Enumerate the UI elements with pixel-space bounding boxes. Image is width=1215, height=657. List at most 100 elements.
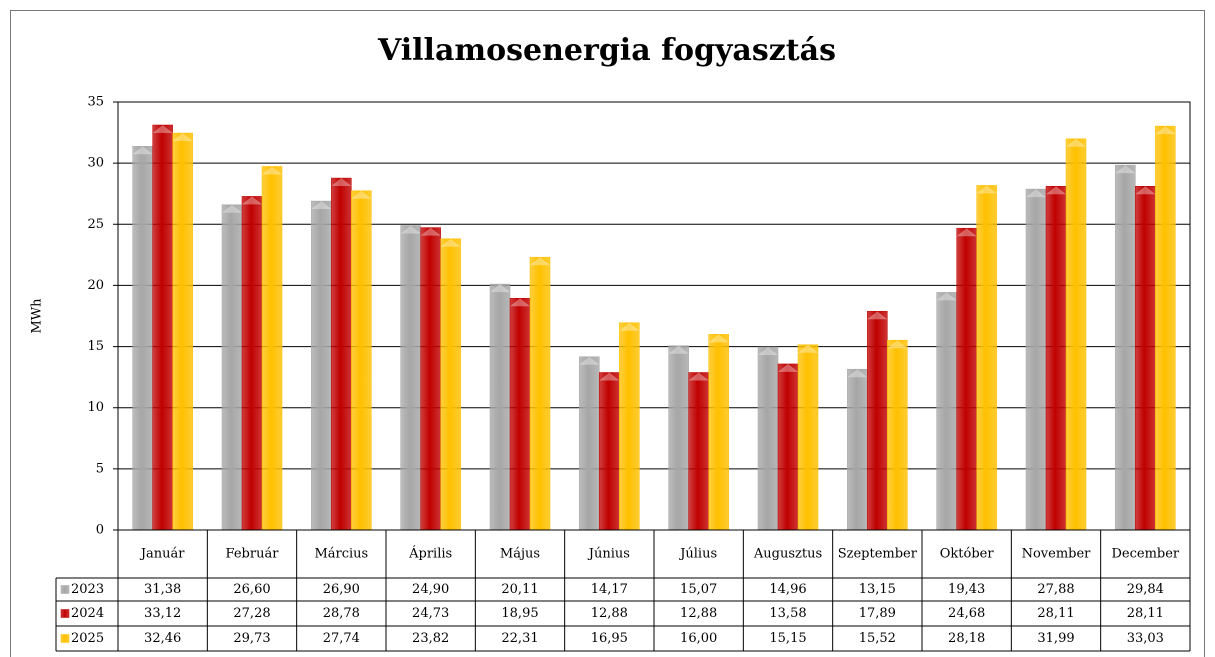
x-tick-label: December [1112,547,1180,562]
y-tick-label: 20 [87,278,104,293]
bar-cap [262,166,282,175]
bar-cap [976,185,997,194]
bar [797,344,819,531]
bar [619,322,640,531]
bar [221,204,243,531]
table-value: 33,03 [1127,631,1164,646]
table-value: 29,73 [233,631,270,646]
bar [440,238,461,531]
table-value: 31,99 [1037,631,1074,646]
table-value: 24,90 [412,582,449,597]
bar [757,346,779,531]
legend-swatch [60,585,70,594]
table-value: 14,96 [769,582,806,597]
table-value: 28,18 [948,631,985,646]
table-value: 27,28 [233,606,270,621]
bar [708,334,729,531]
y-tick-label: 10 [87,400,104,415]
y-tick-label: 25 [87,217,104,232]
table-value: 26,90 [323,582,360,597]
bar-cap [956,228,977,237]
bar [976,185,997,531]
x-tick-label: Január [139,547,185,562]
bar [241,196,263,531]
bar-cap [688,372,709,381]
bar-cap [778,363,798,372]
table-value: 29,84 [1127,582,1164,597]
table-value: 18,95 [501,606,538,621]
bar [489,283,511,531]
bar-cap [798,344,818,353]
bar [311,200,332,531]
bar-cap [1115,165,1136,174]
bar [331,177,352,531]
bar [420,227,441,531]
table-value: 14,17 [591,582,628,597]
bar [1135,186,1156,531]
bar-cap [331,178,352,187]
bar [400,225,421,531]
table-value: 24,73 [412,606,449,621]
bar-cap [172,133,193,142]
table-value: 19,43 [948,582,985,597]
table-value: 22,31 [501,631,538,646]
bar-cap [936,292,957,301]
table-value: 27,74 [323,631,360,646]
bar-cap [530,257,550,266]
bar-cap [420,227,441,236]
bar [1115,164,1136,531]
legend-label: 2023 [71,582,104,597]
bar [509,298,531,531]
table-value: 24,68 [948,606,985,621]
chart-title: Villamosenergia fogyasztás [377,33,836,68]
bar-cap [1046,186,1066,195]
bar [261,166,283,531]
y-tick-label: 0 [96,523,104,538]
bar-cap [599,372,620,381]
bar-cap [1026,189,1046,198]
legend-label: 2025 [71,631,104,646]
x-tick-label: Május [500,547,540,562]
table-value: 20,11 [501,582,538,597]
bar-cap [311,201,332,210]
table-value: 13,58 [769,606,806,621]
bar [847,368,868,531]
bar [1155,125,1176,531]
legend-swatch [60,609,70,618]
bar-cap [887,340,908,349]
bar [172,132,193,531]
bar [956,227,977,531]
y-tick-label: 15 [87,339,104,354]
bar-cap [867,311,888,320]
x-tick-label: November [1022,547,1092,562]
table-value: 13,15 [859,582,896,597]
table-value: 15,52 [859,631,896,646]
bar-cap [242,196,262,205]
x-tick-label: Augusztus [753,547,822,562]
bar [152,124,173,531]
bar [579,356,600,531]
table-value: 16,00 [680,631,717,646]
table-value: 28,11 [1037,606,1074,621]
x-tick-label: Október [940,547,995,562]
bar-cap [400,225,421,234]
bar [688,372,709,531]
legend-swatch [60,634,70,643]
bar-cap [847,369,868,378]
bar [887,339,908,531]
bar [1025,188,1047,531]
y-tick-label: 30 [87,156,104,171]
table-value: 33,12 [144,606,181,621]
bar [668,345,689,531]
bar [1045,186,1067,531]
x-tick-label: Június [587,547,630,562]
x-tick-label: Április [408,546,452,562]
table-value: 31,38 [144,582,181,597]
bar [351,190,372,531]
chart-border [10,10,1205,657]
table-value: 26,60 [233,582,270,597]
bar [529,256,551,531]
bar-cap [351,190,372,199]
